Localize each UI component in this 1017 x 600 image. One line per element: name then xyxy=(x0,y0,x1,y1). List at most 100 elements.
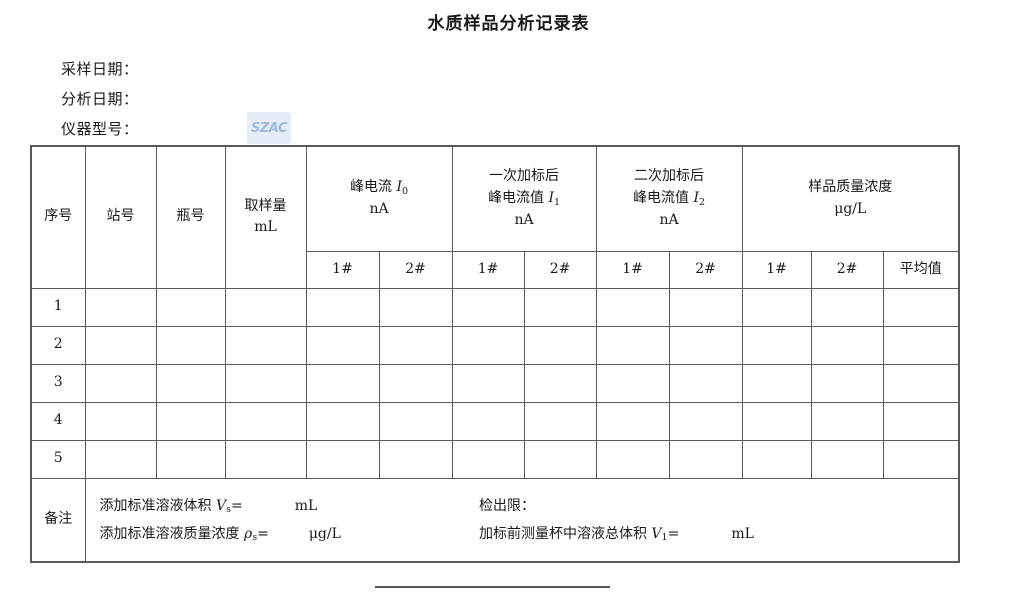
table-header-row: 序号 站号 瓶号 取样量 mL 峰电流 I0 nA 一次加标后 峰电流值 I1 … xyxy=(30,145,961,289)
col-header-bottle: 瓶号 xyxy=(155,145,226,289)
cell-conc-2[interactable] xyxy=(810,287,884,327)
remarks-content[interactable]: 添加标准溶液体积 Vs= mL 检出限： 添加标准溶液质量浓度 ρs= μg/L 加… xyxy=(84,477,961,563)
cell-i0-2[interactable] xyxy=(378,401,453,441)
remarks-row: 备注 添加标准溶液体积 Vs= mL 检出限： 添加标准溶液质量浓度 ρs= μg/… xyxy=(30,477,961,563)
col-header-mass-concentration: 样品质量浓度 μg/L xyxy=(741,145,961,252)
cell-conc-2[interactable] xyxy=(810,401,884,441)
cell-i2-2[interactable] xyxy=(668,363,743,403)
table-subheader-row: 1# 2# 1# 2# 1# 2# 1# 2# 平均值 xyxy=(31,250,961,289)
table-row: 2 xyxy=(30,325,961,365)
cell-i1-2[interactable] xyxy=(523,287,597,327)
cell-i0-1[interactable] xyxy=(305,401,380,441)
cell-average[interactable] xyxy=(882,287,961,327)
cell-station[interactable] xyxy=(84,439,157,479)
subheader-i1-2: 2# xyxy=(523,250,597,289)
cell-sample-volume[interactable] xyxy=(224,401,307,441)
cell-i2-2[interactable] xyxy=(668,401,743,441)
symbol-i: I xyxy=(548,189,554,206)
cell-i2-1[interactable] xyxy=(595,363,670,403)
cell-i0-2[interactable] xyxy=(378,439,453,479)
cell-station[interactable] xyxy=(84,363,157,403)
col-header-peak-current-i0: 峰电流 I0 nA xyxy=(305,145,453,252)
subscript-0: 0 xyxy=(401,185,409,197)
pre-spike-volume-label: 加标前测量杯中溶液总体积 V1= mL xyxy=(478,525,754,544)
page-title: 水质样品分析记录表 xyxy=(427,14,590,34)
cell-station[interactable] xyxy=(84,287,157,327)
cell-sample-volume[interactable] xyxy=(224,363,307,403)
cell-i2-1[interactable] xyxy=(595,325,670,365)
cell-i2-2[interactable] xyxy=(668,287,743,327)
cell-i1-1[interactable] xyxy=(451,439,525,479)
cell-i0-1[interactable] xyxy=(305,325,380,365)
cell-i1-2[interactable] xyxy=(523,325,597,365)
symbol-v: V xyxy=(651,525,662,542)
cell-conc-1[interactable] xyxy=(741,325,812,365)
remark-line-1: 添加标准溶液体积 Vs= mL 检出限： xyxy=(99,497,535,516)
subscript-2: 2 xyxy=(699,196,706,208)
symbol-i: I xyxy=(693,189,699,206)
cell-sample-volume[interactable] xyxy=(224,325,307,365)
cell-i1-2[interactable] xyxy=(523,439,597,479)
cell-conc-2[interactable] xyxy=(810,363,884,403)
cell-sample-volume[interactable] xyxy=(224,287,307,327)
cell-i1-1[interactable] xyxy=(451,363,525,403)
cell-i0-2[interactable] xyxy=(378,287,453,327)
subheader-i0-2: 2# xyxy=(378,250,453,289)
cell-conc-1[interactable] xyxy=(741,401,812,441)
row-serial: 5 xyxy=(30,439,86,479)
cell-i2-2[interactable] xyxy=(668,439,743,479)
cell-sample-volume[interactable] xyxy=(224,439,307,479)
cell-average[interactable] xyxy=(882,325,961,365)
cell-conc-2[interactable] xyxy=(810,439,884,479)
symbol-i: I xyxy=(396,179,402,196)
cell-i1-1[interactable] xyxy=(451,325,525,365)
row-serial: 4 xyxy=(30,401,86,441)
cell-average[interactable] xyxy=(882,439,961,479)
cell-bottle[interactable] xyxy=(155,325,226,365)
subheader-i2-2: 2# xyxy=(668,250,743,289)
col-header-station: 站号 xyxy=(84,145,157,289)
subheader-conc-2: 2# xyxy=(810,250,884,289)
table-row: 1 xyxy=(30,287,961,327)
cell-average[interactable] xyxy=(882,363,961,403)
cell-conc-1[interactable] xyxy=(741,363,812,403)
cell-i1-1[interactable] xyxy=(451,287,525,327)
symbol-rho: ρ xyxy=(243,525,253,542)
cell-i2-2[interactable] xyxy=(668,325,743,365)
szac-watermark-logo: SZAC xyxy=(247,112,291,144)
cell-average[interactable] xyxy=(882,401,961,441)
cell-bottle[interactable] xyxy=(155,439,226,479)
col-header-peak-current-i2: 二次加标后 峰电流值 I2 nA xyxy=(595,145,743,252)
sampling-date-field: 采样日期： xyxy=(61,60,139,78)
cell-i2-1[interactable] xyxy=(595,287,670,327)
cell-i2-1[interactable] xyxy=(595,401,670,441)
remarks-label: 备注 xyxy=(30,477,86,563)
cell-i2-1[interactable] xyxy=(595,439,670,479)
cell-i1-1[interactable] xyxy=(451,401,525,441)
cell-i0-1[interactable] xyxy=(305,287,380,327)
subscript-s: s xyxy=(252,532,258,544)
analysis-date-field: 分析日期： xyxy=(61,90,139,108)
cell-bottle[interactable] xyxy=(155,363,226,403)
cell-station[interactable] xyxy=(84,325,157,365)
cell-bottle[interactable] xyxy=(155,287,226,327)
cell-i0-2[interactable] xyxy=(378,325,453,365)
cell-i0-1[interactable] xyxy=(305,439,380,479)
cell-conc-2[interactable] xyxy=(810,325,884,365)
cell-station[interactable] xyxy=(84,401,157,441)
analysis-record-table: 序号 站号 瓶号 取样量 mL 峰电流 I0 nA 一次加标后 峰电流值 I1 … xyxy=(30,145,961,563)
cell-i1-2[interactable] xyxy=(523,363,597,403)
instrument-model-field: 仪器型号： xyxy=(61,120,139,138)
cell-conc-1[interactable] xyxy=(741,287,812,327)
cell-bottle[interactable] xyxy=(155,401,226,441)
col-header-serial: 序号 xyxy=(30,145,86,289)
subheader-average: 平均值 xyxy=(882,250,961,289)
cell-i1-2[interactable] xyxy=(523,401,597,441)
cell-conc-1[interactable] xyxy=(741,439,812,479)
subheader-i2-1: 1# xyxy=(595,250,670,289)
subscript-1: 1 xyxy=(553,196,561,208)
cell-i0-2[interactable] xyxy=(378,363,453,403)
subheader-conc-1: 1# xyxy=(741,250,812,289)
cell-i0-1[interactable] xyxy=(305,363,380,403)
table-row: 3 xyxy=(30,363,961,403)
